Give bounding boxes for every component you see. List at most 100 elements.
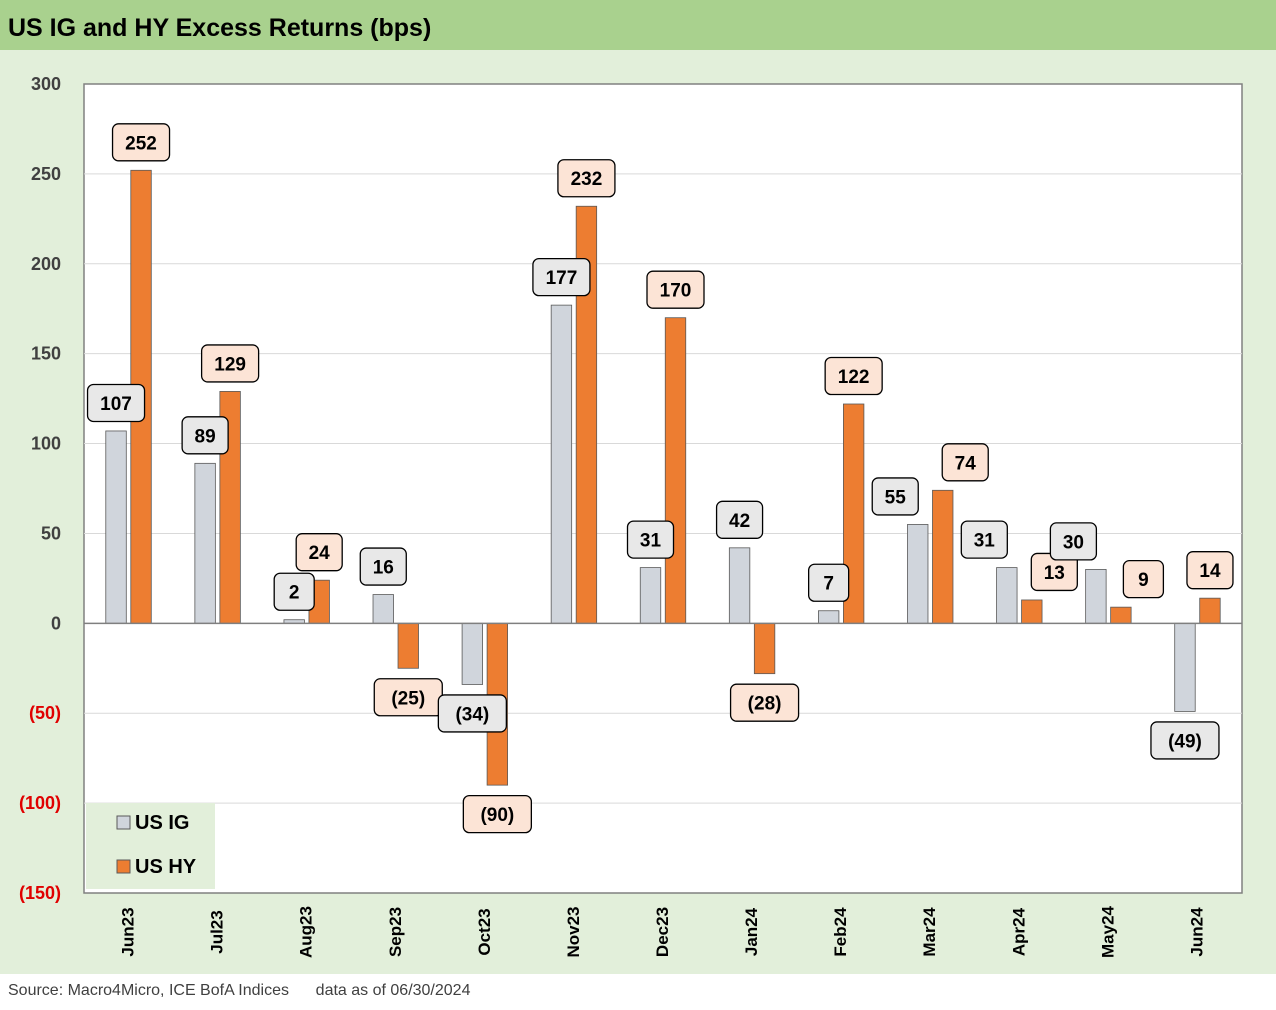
ig-label-box (437, 694, 507, 733)
hy-bar (932, 489, 954, 624)
ig-bar (818, 610, 840, 624)
hy-bar (1110, 606, 1132, 624)
ig-label-box (715, 500, 764, 539)
hy-label-box (1186, 551, 1234, 590)
ig-label: 55 (885, 487, 907, 508)
y-tick-label: 0 (51, 613, 61, 633)
x-category-label: Jun23 (119, 907, 138, 956)
x-category-label: Nov23 (564, 906, 583, 957)
hy-label: 170 (660, 281, 692, 302)
hy-label-box (557, 159, 616, 198)
hy-label: (90) (480, 805, 514, 826)
x-category-label: May24 (1098, 905, 1117, 958)
ig-bar (907, 524, 929, 624)
legend-ig-swatch (116, 815, 131, 830)
ig-label-box (1150, 721, 1220, 760)
ig-bar (639, 567, 662, 624)
hy-bar (1199, 597, 1221, 624)
hy-label: 252 (125, 133, 157, 154)
x-category-label: Apr24 (1009, 907, 1028, 956)
ig-bar (461, 622, 483, 685)
ig-label: 30 (1063, 532, 1084, 553)
hy-label-box (111, 123, 171, 162)
hy-label: (25) (391, 688, 425, 709)
hy-label-box (295, 533, 343, 572)
hy-label: 24 (309, 543, 331, 564)
ig-bar (1085, 569, 1107, 624)
legend-hy-label: US HY (135, 856, 197, 878)
ig-label-box (626, 520, 675, 559)
hy-label: 74 (955, 453, 977, 474)
hy-label: 13 (1044, 563, 1065, 584)
ig-label: 42 (729, 511, 750, 532)
ig-label: 16 (373, 558, 394, 579)
x-category-label: Jun24 (1187, 907, 1206, 957)
y-tick-label: 50 (41, 523, 61, 543)
hy-label-box (1122, 560, 1165, 599)
ig-bar (105, 430, 127, 624)
ig-label: 177 (546, 268, 578, 289)
ig-label-box (86, 383, 146, 423)
x-axis: Jun23 Jul23 Aug23 Sep23 Oct23 Nov23 Dec23 Jan24… (119, 905, 1207, 958)
ig-bar (372, 594, 394, 624)
y-tick-label: 150 (31, 344, 61, 364)
y-tick-label: 100 (31, 434, 61, 454)
ig-label-box (871, 477, 919, 516)
source-note: Source: Macro4Micro, ICE BofA Indices da… (8, 982, 470, 1000)
ig-label: (34) (455, 704, 489, 725)
y-tick-label: 300 (31, 74, 61, 94)
ig-label-box (808, 563, 850, 602)
title-bar (0, 0, 1276, 50)
ig-label: (49) (1168, 731, 1202, 752)
x-category-label: Aug23 (297, 906, 316, 958)
x-category-label: Dec23 (653, 907, 672, 957)
ig-bar (1174, 622, 1196, 712)
data-date-note: data as of 06/30/2024 (315, 982, 471, 999)
hy-bar (753, 622, 776, 675)
hy-bar (397, 622, 419, 669)
ig-label-box (359, 547, 407, 586)
hy-label: 129 (214, 354, 246, 375)
hy-label-box (941, 443, 989, 482)
hy-label: 122 (838, 367, 870, 388)
y-tick-label: 200 (31, 254, 61, 274)
hy-label: 232 (571, 169, 603, 190)
plot-area (83, 83, 1243, 894)
hy-bar (1021, 599, 1043, 624)
source-text: Source: Macro4Micro, ICE BofA Indices (8, 982, 289, 999)
ig-label-box (960, 520, 1008, 559)
ig-label: 107 (100, 394, 132, 415)
y-tick-label: (100) (19, 793, 61, 813)
x-category-label: Sep23 (386, 907, 405, 957)
ig-label-box (181, 416, 229, 455)
y-tick-label: 250 (31, 164, 61, 184)
ig-bar (728, 547, 751, 624)
chart-title: US IG and HY Excess Returns (bps) (8, 14, 432, 42)
y-tick-label: (150) (19, 883, 61, 903)
ig-label-box (1049, 522, 1098, 561)
ig-bar (996, 567, 1018, 624)
x-category-label: Jul23 (208, 910, 227, 953)
ig-label-box (532, 257, 591, 297)
hy-label: 9 (1138, 570, 1149, 591)
hy-label-box (200, 344, 260, 383)
x-category-label: Feb24 (831, 907, 850, 957)
hy-bar (664, 317, 687, 624)
x-category-label: Jan24 (742, 907, 761, 956)
hy-label: 14 (1199, 561, 1221, 582)
legend: US IG US HY (86, 803, 215, 889)
ig-label-box (273, 572, 315, 611)
legend-hy-swatch (116, 859, 131, 874)
ig-label: 31 (640, 531, 662, 552)
ig-label: 31 (974, 531, 996, 552)
hy-label: (28) (748, 694, 782, 715)
gridlines (84, 173, 1242, 804)
y-tick-label: (50) (29, 703, 61, 723)
ig-label: 2 (289, 583, 300, 604)
ig-bar (550, 304, 573, 624)
legend-ig-label: US IG (135, 812, 189, 834)
ig-label: 89 (195, 426, 216, 447)
ig-bar (194, 462, 216, 624)
x-category-label: Oct23 (475, 908, 494, 955)
ig-label: 7 (823, 574, 834, 595)
